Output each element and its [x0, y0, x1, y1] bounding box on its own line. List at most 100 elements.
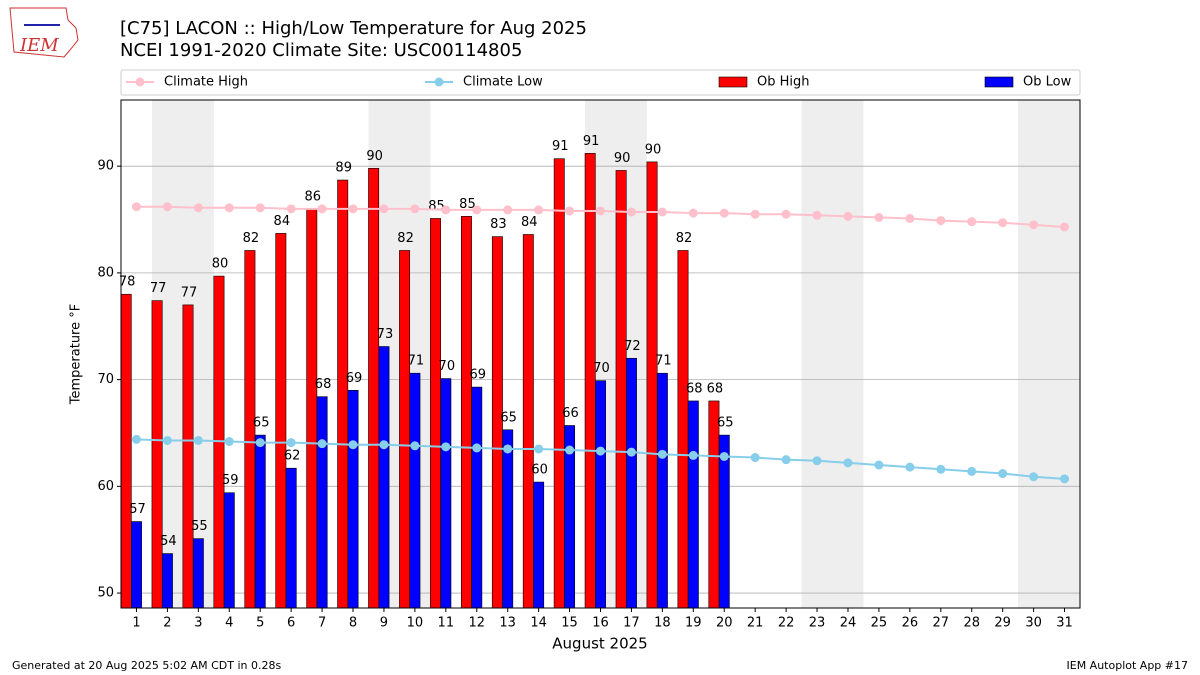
x-tick-label: 11 — [438, 616, 455, 631]
point — [998, 218, 1008, 228]
bar — [316, 396, 328, 609]
bar — [275, 233, 287, 609]
bar — [192, 538, 204, 609]
value-label: 91 — [583, 134, 600, 149]
x-tick-label: 3 — [194, 616, 202, 631]
point — [781, 455, 791, 465]
legend-label: Climate Low — [463, 75, 543, 90]
point — [750, 453, 760, 463]
legend-swatch — [434, 77, 444, 87]
value-label: 85 — [459, 197, 476, 212]
bar — [615, 170, 627, 609]
bar — [502, 429, 514, 609]
bar — [151, 300, 163, 609]
bar — [718, 434, 730, 609]
y-tick-label: 90 — [97, 159, 114, 174]
point — [224, 203, 234, 213]
point — [688, 450, 698, 460]
point — [874, 460, 884, 470]
point — [131, 434, 141, 444]
value-label: 69 — [469, 368, 486, 383]
x-tick-label: 7 — [318, 616, 326, 631]
bar — [471, 386, 483, 609]
bar — [399, 250, 411, 609]
point — [812, 210, 822, 220]
point — [719, 208, 729, 218]
logo: IEM — [9, 7, 79, 58]
x-tick-label: 9 — [380, 616, 388, 631]
point — [1029, 220, 1039, 230]
point — [874, 212, 884, 222]
y-axis-label: Temperature °F — [69, 304, 84, 405]
plot-frame — [120, 99, 1081, 609]
value-label: 77 — [150, 281, 167, 296]
x-tick-label: 26 — [902, 616, 919, 631]
x-tick-label: 1 — [132, 616, 140, 631]
point — [286, 438, 296, 448]
legend-box — [120, 69, 1081, 96]
point — [998, 469, 1008, 479]
point — [1029, 472, 1039, 482]
x-axis-label: August 2025 — [552, 635, 647, 653]
x-tick-label: 31 — [1056, 616, 1073, 631]
value-label: 77 — [181, 285, 198, 300]
point — [534, 444, 544, 454]
value-label: 90 — [645, 142, 662, 157]
legend-item: Ob High — [718, 75, 810, 90]
bar — [161, 553, 173, 609]
logo-text: IEM — [19, 35, 59, 56]
point — [255, 203, 265, 213]
point — [503, 205, 513, 215]
x-tick-label: 18 — [654, 616, 671, 631]
footer-left: Generated at 20 Aug 2025 5:02 AM CDT in … — [12, 659, 281, 672]
bar — [595, 380, 606, 609]
value-label: 82 — [397, 231, 414, 246]
value-label: 66 — [562, 406, 579, 421]
bar — [677, 250, 689, 609]
bar — [553, 158, 565, 609]
bar — [409, 372, 421, 609]
point — [162, 435, 172, 445]
x-tick-label: 25 — [871, 616, 888, 631]
point — [441, 205, 451, 215]
x-tick-label: 5 — [256, 616, 264, 631]
legend-label: Ob Low — [1023, 75, 1072, 90]
bar — [285, 467, 297, 609]
value-label: 59 — [222, 473, 239, 488]
point — [379, 440, 389, 450]
bar — [182, 304, 194, 609]
point — [781, 209, 791, 219]
point — [255, 438, 265, 448]
legend-label: Climate High — [164, 75, 248, 90]
point — [162, 202, 172, 212]
y-tick-label: 70 — [97, 372, 114, 387]
point — [688, 208, 698, 218]
x-tick-label: 14 — [530, 616, 547, 631]
value-label: 54 — [160, 534, 177, 549]
value-label: 90 — [366, 149, 383, 164]
value-label: 71 — [655, 354, 672, 369]
value-label: 84 — [274, 214, 291, 229]
x-tick-label: 23 — [809, 616, 826, 631]
x-tick-label: 10 — [407, 616, 424, 631]
point — [565, 206, 575, 216]
value-label: 71 — [408, 354, 425, 369]
point — [131, 202, 141, 212]
x-tick-label: 29 — [994, 616, 1011, 631]
value-label: 68 — [686, 381, 703, 396]
value-label: 84 — [521, 215, 538, 230]
point — [905, 213, 915, 223]
value-label: 83 — [490, 217, 507, 232]
bar — [223, 492, 235, 609]
bar — [533, 481, 545, 609]
bar — [440, 378, 452, 609]
bar — [306, 208, 318, 609]
legend-swatch — [135, 77, 145, 87]
value-label: 82 — [243, 231, 260, 246]
value-label: 80 — [212, 257, 229, 272]
point — [750, 209, 760, 219]
value-label: 89 — [335, 161, 352, 176]
point — [626, 207, 636, 217]
x-tick-label: 17 — [623, 616, 640, 631]
